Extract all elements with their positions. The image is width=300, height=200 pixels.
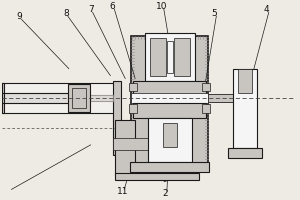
Bar <box>116 120 135 175</box>
Bar <box>133 103 206 118</box>
Bar <box>163 123 177 147</box>
Bar <box>228 148 262 158</box>
Bar <box>113 138 152 150</box>
Text: 5: 5 <box>212 9 217 18</box>
Bar <box>238 69 252 93</box>
Bar <box>208 94 233 102</box>
Bar <box>174 38 190 76</box>
Bar <box>145 33 194 81</box>
Text: 2: 2 <box>162 189 168 198</box>
Bar <box>202 83 210 91</box>
Bar <box>2 83 4 113</box>
Text: 6: 6 <box>110 2 115 11</box>
Bar <box>131 93 208 103</box>
Text: 8: 8 <box>63 9 69 18</box>
Bar <box>113 81 121 155</box>
Text: 9: 9 <box>16 12 22 21</box>
Bar <box>148 118 192 162</box>
Bar <box>130 162 209 172</box>
Bar <box>167 41 173 73</box>
Bar <box>129 104 137 113</box>
Text: 11: 11 <box>116 187 128 196</box>
Bar <box>233 69 257 148</box>
Bar <box>133 81 206 95</box>
Text: 4: 4 <box>264 5 270 14</box>
Bar <box>72 88 86 108</box>
Bar <box>116 173 200 180</box>
Text: 10: 10 <box>156 2 168 11</box>
Bar <box>150 38 166 76</box>
Text: 7: 7 <box>88 5 94 14</box>
Bar <box>202 104 210 113</box>
Bar <box>129 83 137 91</box>
Bar <box>131 36 208 170</box>
Bar <box>68 84 90 112</box>
